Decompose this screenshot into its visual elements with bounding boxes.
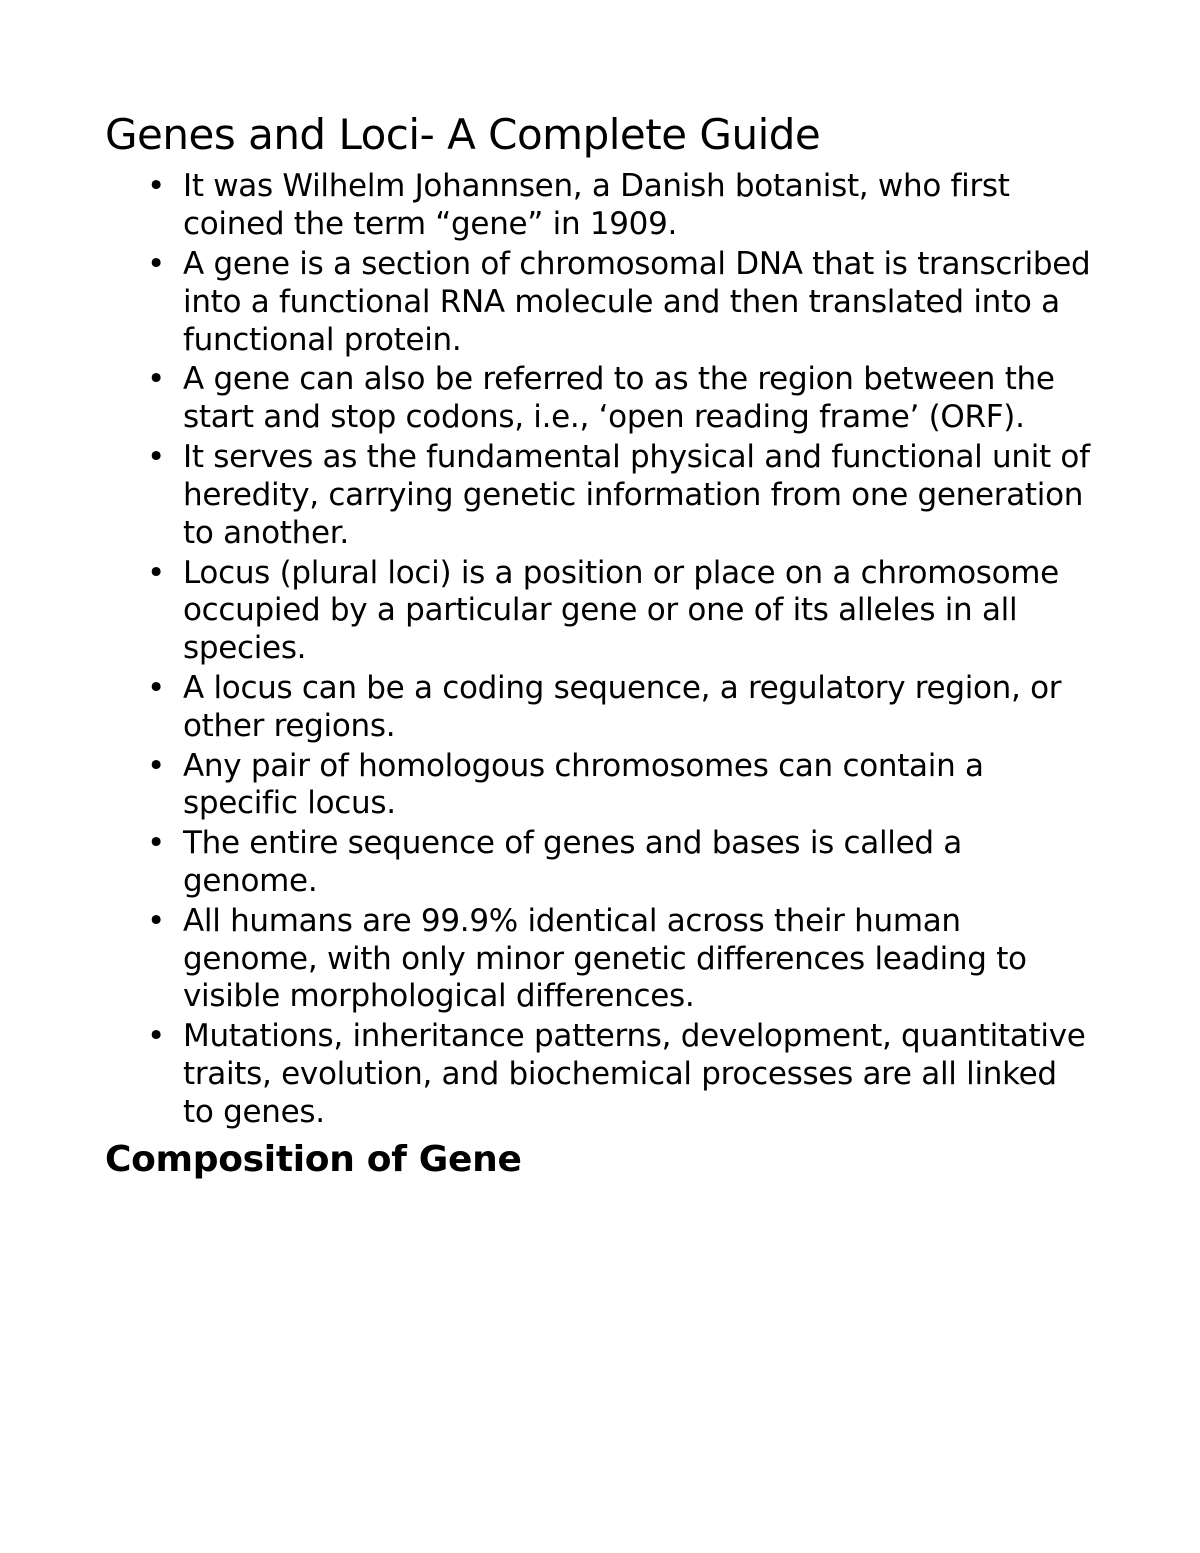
list-item: A gene is a section of chromosomal DNA t… [183, 246, 1095, 359]
list-item: All humans are 99.9% identical across th… [183, 903, 1095, 1016]
section-heading: Composition of Gene [105, 1138, 1095, 1181]
list-item: It was Wilhelm Johannsen, a Danish botan… [183, 168, 1095, 244]
list-item: A gene can also be referred to as the re… [183, 361, 1095, 437]
list-item: Mutations, inheritance patterns, develop… [183, 1018, 1095, 1131]
list-item: It serves as the fundamental physical an… [183, 439, 1095, 552]
list-item: Any pair of homologous chromosomes can c… [183, 748, 1095, 824]
list-item: The entire sequence of genes and bases i… [183, 825, 1095, 901]
list-item: Locus (plural loci) is a position or pla… [183, 555, 1095, 668]
list-item: A locus can be a coding sequence, a regu… [183, 670, 1095, 746]
page-title: Genes and Loci- A Complete Guide [105, 110, 1095, 160]
bullet-list: It was Wilhelm Johannsen, a Danish botan… [105, 168, 1095, 1131]
